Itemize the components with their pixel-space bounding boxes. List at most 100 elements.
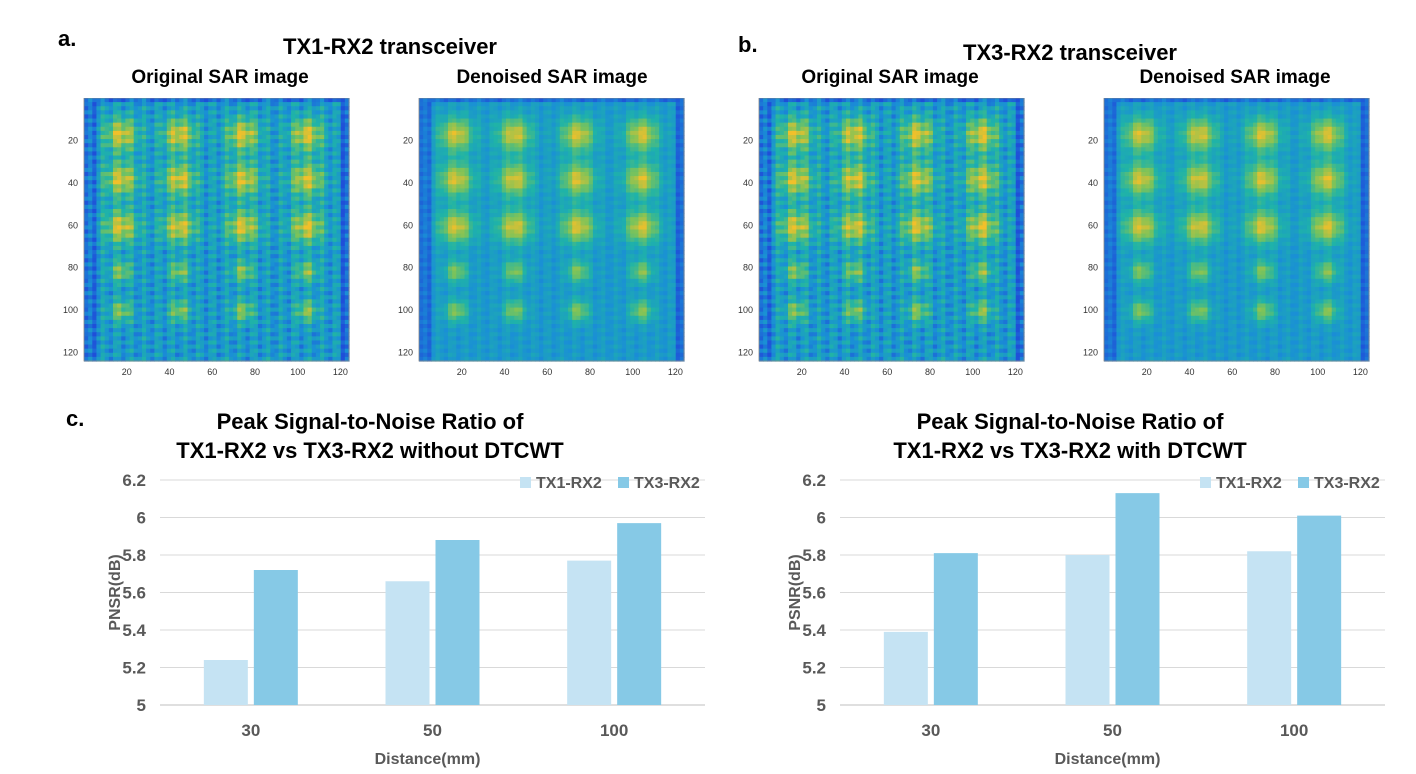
x-tick-label: 30: [241, 721, 260, 740]
x-tick-label: 100: [1310, 367, 1325, 377]
x-tick-label: 50: [1103, 721, 1122, 740]
legend-swatch: [1200, 477, 1211, 488]
chart-title-line1: Peak Signal-to-Noise Ratio of: [916, 409, 1224, 434]
x-tick-label: 60: [1227, 367, 1237, 377]
chart-title-line1: Peak Signal-to-Noise Ratio of: [216, 409, 524, 434]
image-title-tx1-denoised: Denoised SAR image: [456, 67, 648, 88]
x-tick-label: 20: [457, 367, 467, 377]
y-tick-label: 5.6: [802, 584, 826, 603]
bar-tx3-rx2-30: [253, 570, 298, 705]
x-tick-label: 80: [1270, 367, 1280, 377]
bar-tx1-rx2-50: [1065, 555, 1110, 705]
y-tick-label: 5.6: [122, 584, 146, 603]
bar-tx3-rx2-100: [617, 523, 662, 705]
y-tick-label: 100: [398, 305, 413, 315]
y-tick-label: 100: [738, 305, 753, 315]
x-tick-label: 80: [250, 367, 260, 377]
chart-title-with-dtcwt: Peak Signal-to-Noise Ratio of TX1-RX2 vs…: [860, 407, 1280, 465]
y-tick-label: 6.2: [802, 471, 826, 490]
x-tick-label: 120: [668, 367, 683, 377]
y-tick-label: 5.8: [122, 546, 146, 565]
y-tick-label: 80: [68, 263, 78, 273]
x-tick-label: 100: [290, 367, 305, 377]
x-tick-label: 50: [423, 721, 442, 740]
x-axis-label: Distance(mm): [375, 751, 481, 768]
chart-title-line2: TX1-RX2 vs TX3-RX2 without DTCWT: [176, 438, 564, 463]
pnsr-chart-without-dtcwt: 5 5.2 5.4 5.6 5.8 6 6.2 30 50 100 Distance(mm) PNSR…: [107, 471, 705, 768]
legend-swatch: [520, 477, 531, 488]
x-tick-label: 120: [1353, 367, 1368, 377]
heatmap-cells: [419, 98, 685, 362]
y-tick-label: 6: [137, 509, 146, 528]
image-title-tx3-original: Original SAR image: [801, 67, 979, 88]
group-title-tx3: TX3-RX2 transceiver: [963, 40, 1177, 65]
heatmap-cells: [84, 98, 350, 362]
legend-item-tx3-rx2: TX3-RX2: [1298, 475, 1380, 492]
y-tick-label: 5.4: [802, 621, 826, 640]
legend-label: TX3-RX2: [1314, 475, 1380, 492]
y-tick-label: 60: [68, 220, 78, 230]
panel-label-a: a.: [58, 26, 77, 51]
y-tick-label: 5: [137, 696, 146, 715]
y-tick-label: 5.2: [122, 659, 146, 678]
x-tick-label: 80: [585, 367, 595, 377]
y-tick-label: 6: [817, 509, 826, 528]
y-tick-label: 80: [1088, 263, 1098, 273]
psnr-chart-with-dtcwt: 5 5.2 5.4 5.6 5.8 6 6.2 30 50 100 Distance(mm) PSNR…: [787, 471, 1385, 768]
bar-tx1-rx2-100: [567, 560, 612, 705]
x-tick-label: 60: [542, 367, 552, 377]
bar-tx1-rx2-100: [1247, 551, 1292, 705]
x-tick-label: 60: [882, 367, 892, 377]
heatmap-cells: [1104, 98, 1370, 362]
bar-tx3-rx2-50: [1115, 493, 1160, 705]
bar-tx3-rx2-100: [1297, 515, 1342, 705]
x-axis-label: Distance(mm): [1055, 751, 1161, 768]
x-tick-label: 20: [797, 367, 807, 377]
panel-label-c: c.: [66, 406, 85, 431]
x-tick-label: 100: [625, 367, 640, 377]
x-tick-label: 120: [333, 367, 348, 377]
y-tick-label: 60: [743, 220, 753, 230]
y-tick-label: 120: [738, 348, 753, 358]
y-tick-label: 40: [1088, 178, 1098, 188]
y-tick-label: 5: [817, 696, 826, 715]
y-tick-label: 60: [403, 220, 413, 230]
x-tick-label: 40: [164, 367, 174, 377]
legend-label: TX1-RX2: [536, 475, 602, 492]
x-tick-label: 20: [1142, 367, 1152, 377]
y-tick-label: 6.2: [122, 471, 146, 490]
x-tick-label: 120: [1008, 367, 1023, 377]
x-tick-label: 80: [925, 367, 935, 377]
group-title-tx1: TX1-RX2 transceiver: [283, 34, 497, 59]
y-tick-label: 20: [743, 135, 753, 145]
y-tick-label: 60: [1088, 220, 1098, 230]
legend-swatch: [1298, 477, 1309, 488]
x-tick-label: 20: [122, 367, 132, 377]
y-tick-label: 120: [63, 348, 78, 358]
y-tick-label: 40: [403, 178, 413, 188]
y-axis-label: PSNR(dB): [787, 554, 804, 630]
y-tick-label: 80: [403, 263, 413, 273]
x-tick-label: 100: [965, 367, 980, 377]
legend-swatch: [618, 477, 629, 488]
bar-tx1-rx2-30: [203, 660, 248, 705]
y-tick-label: 100: [63, 305, 78, 315]
image-title-tx3-denoised: Denoised SAR image: [1139, 67, 1331, 88]
y-tick-label: 20: [403, 135, 413, 145]
legend-label: TX3-RX2: [634, 475, 700, 492]
chart-title-line2: TX1-RX2 vs TX3-RX2 with DTCWT: [893, 438, 1247, 463]
x-tick-label: 40: [499, 367, 509, 377]
y-tick-label: 5.8: [802, 546, 826, 565]
legend-label: TX1-RX2: [1216, 475, 1282, 492]
y-tick-label: 100: [1083, 305, 1098, 315]
x-tick-label: 40: [839, 367, 849, 377]
sar-image-tx3-denoised: 20 40 60 80 100 120 20 40 60 80 100 120: [1070, 97, 1375, 383]
bar-tx1-rx2-30: [883, 631, 928, 705]
x-tick-label: 60: [207, 367, 217, 377]
y-tick-label: 40: [743, 178, 753, 188]
y-tick-label: 120: [1083, 348, 1098, 358]
x-tick-label: 40: [1184, 367, 1194, 377]
sar-image-tx1-original: 20 40 60 80 100 120 20 40 60 80 100 120: [50, 97, 355, 383]
x-tick-label: 100: [600, 721, 628, 740]
y-tick-label: 5.2: [802, 659, 826, 678]
